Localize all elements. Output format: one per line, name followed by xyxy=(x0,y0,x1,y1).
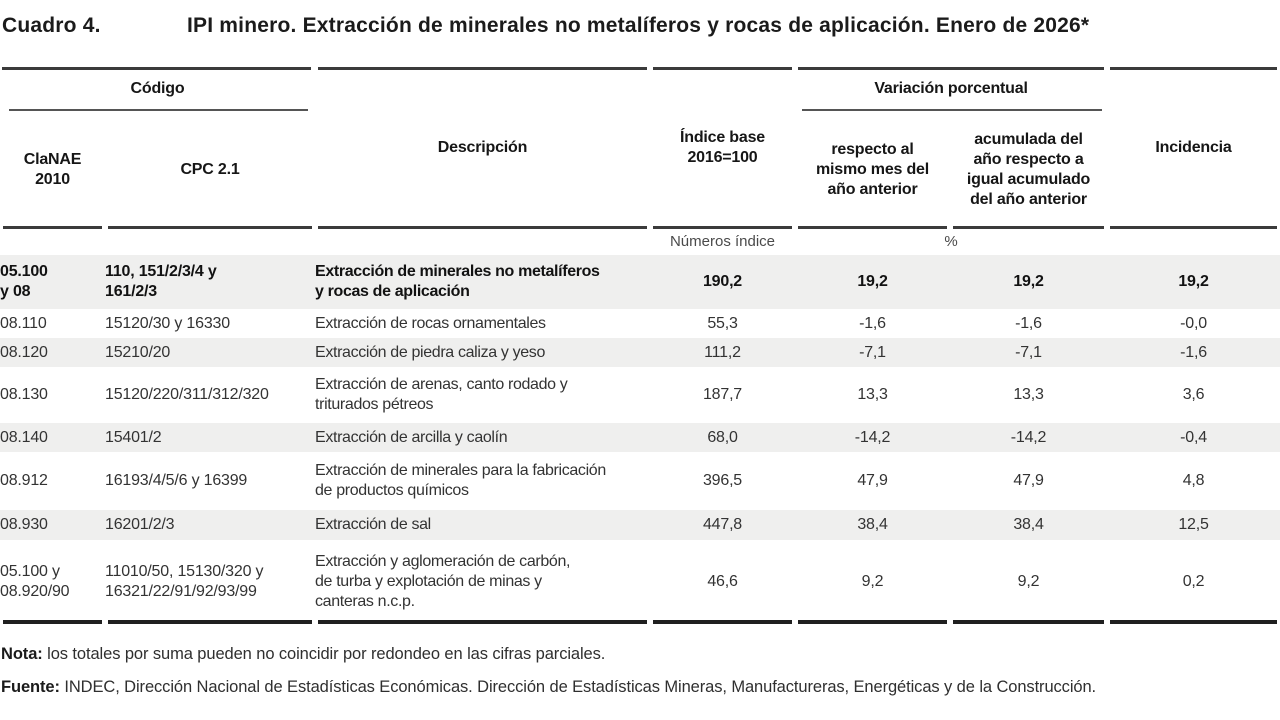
cell-var-acumulada: 9,2 xyxy=(950,540,1108,624)
col-header-indice-base: Índice base 2016=100 xyxy=(650,67,795,229)
cell-clanae: 08.130 xyxy=(0,386,48,403)
cell-descripcion: Extracción de piedra caliza y yeso xyxy=(315,343,545,361)
cell-descripcion: Extracción de arcilla y caolín xyxy=(315,428,508,446)
table-row: 08.120 15210/20 Extracción de piedra cal… xyxy=(0,338,1280,367)
cell-var-mensual: 13,3 xyxy=(857,386,888,403)
table-row-total: 05.100 y 08 110, 151/2/3/4 y 161/2/3 Ext… xyxy=(0,255,1280,309)
cell-incidencia: -1,6 xyxy=(1180,343,1207,361)
cell-cpc: 15210/20 xyxy=(105,343,171,361)
cell-var-acumulada: 19,2 xyxy=(1013,273,1044,290)
units-empty xyxy=(0,229,650,255)
table-number-label: Cuadro 4. xyxy=(2,14,101,37)
ipi-minero-table: Código Descripción Índice base 2016=100 … xyxy=(0,67,1280,624)
cell-clanae: 08.140 xyxy=(0,428,48,446)
table-row: 08.130 15120/220/311/312/320 Extracción … xyxy=(0,367,1280,423)
cell-indice: 68,0 xyxy=(707,428,738,446)
cell-clanae: 08.110 xyxy=(0,314,47,332)
table-row: 08.140 15401/2 Extracción de arcilla y c… xyxy=(0,423,1280,452)
cell-descripcion: Extracción de minerales para la fabricac… xyxy=(315,462,606,499)
note-text: los totales por suma pueden no coincidir… xyxy=(42,645,606,663)
cell-incidencia: -0,0 xyxy=(1180,314,1207,332)
cell-indice: 190,2 xyxy=(702,273,743,290)
cell-descripcion: Extracción de rocas ornamentales xyxy=(315,314,546,332)
cell-cpc: 15120/220/311/312/320 xyxy=(105,386,269,403)
group-header-row: Código Descripción Índice base 2016=100 … xyxy=(0,67,1280,229)
cell-clanae: 08.930 xyxy=(0,516,48,533)
cell-var-acumulada: -1,6 xyxy=(1015,314,1042,332)
table-title: Cuadro 4. IPI minero. Extracción de mine… xyxy=(0,14,1280,40)
col-header-incidencia: Incidencia xyxy=(1107,67,1280,229)
cell-var-mensual: 19,2 xyxy=(857,273,888,290)
cell-descripcion: Extracción de arenas, canto rodado y tri… xyxy=(315,376,568,413)
cell-clanae: 05.100 y 08 xyxy=(0,263,48,300)
col-header-var-mensual: respecto al mismo mes del año anterior xyxy=(795,111,950,229)
cell-cpc: 16193/4/5/6 y 16399 xyxy=(105,472,248,489)
cell-var-acumulada: 38,4 xyxy=(1013,516,1044,533)
units-percent: % xyxy=(944,233,958,250)
cell-var-acumulada: 13,3 xyxy=(1013,386,1044,403)
units-empty xyxy=(1107,229,1280,255)
cell-var-mensual: 47,9 xyxy=(857,472,888,489)
cell-cpc: 11010/50, 15130/320 y 16321/22/91/92/93/… xyxy=(105,540,315,624)
table-row: 08.930 16201/2/3 Extracción de sal 447,8… xyxy=(0,510,1280,540)
table-row: 08.912 16193/4/5/6 y 16399 Extracción de… xyxy=(0,452,1280,510)
cell-indice: 396,5 xyxy=(702,472,743,489)
cell-incidencia: 0,2 xyxy=(1107,540,1280,624)
cell-incidencia: 3,6 xyxy=(1182,386,1205,403)
cell-var-acumulada: -7,1 xyxy=(1015,343,1042,361)
table-row: 05.100 y 08.920/90 11010/50, 15130/320 y… xyxy=(0,540,1280,624)
table-row: 08.110 15120/30 y 16330 Extracción de ro… xyxy=(0,309,1280,338)
col-header-descripcion: Descripción xyxy=(315,67,650,229)
cell-cpc: 16201/2/3 xyxy=(105,516,175,533)
cell-indice: 187,7 xyxy=(702,386,743,403)
cell-descripcion: Extracción de sal xyxy=(315,516,431,533)
cell-var-acumulada: 47,9 xyxy=(1013,472,1044,489)
col-header-var-acumulada: acumulada del año respecto a igual acumu… xyxy=(950,111,1108,229)
note-line: Nota: los totales por suma pueden no coi… xyxy=(0,644,1280,664)
cell-clanae: 05.100 y 08.920/90 xyxy=(0,540,105,624)
cell-cpc: 15401/2 xyxy=(105,428,162,446)
cell-descripcion: Extracción y aglomeración de carbón, de … xyxy=(315,540,650,624)
cell-incidencia: 4,8 xyxy=(1182,472,1205,489)
table-title-text: IPI minero. Extracción de minerales no m… xyxy=(187,14,1090,37)
cell-descripcion: Extracción de minerales no metalíferos y… xyxy=(315,263,600,300)
cell-var-acumulada: -14,2 xyxy=(1010,428,1047,446)
units-row: Números índice % xyxy=(0,229,1280,255)
cell-var-mensual: -14,2 xyxy=(854,428,891,446)
cell-incidencia: 12,5 xyxy=(1178,516,1209,533)
col-header-cpc: CPC 2.1 xyxy=(105,111,315,229)
col-group-codigo: Código xyxy=(0,67,315,111)
cell-clanae: 08.120 xyxy=(0,343,48,361)
cell-var-mensual: -7,1 xyxy=(859,343,886,361)
cell-indice: 447,8 xyxy=(702,516,743,533)
cell-var-mensual: -1,6 xyxy=(859,314,886,332)
cell-incidencia: -0,4 xyxy=(1180,428,1207,446)
cell-var-mensual: 38,4 xyxy=(857,516,888,533)
cell-cpc: 15120/30 y 16330 xyxy=(105,314,230,332)
units-numeros-indice: Números índice xyxy=(669,233,776,250)
source-text: INDEC, Dirección Nacional de Estadística… xyxy=(59,678,1097,696)
column-header-row: ClaNAE 2010 CPC 2.1 respecto al mismo me… xyxy=(0,111,1280,229)
col-header-clanae: ClaNAE 2010 xyxy=(0,111,105,229)
cell-indice: 46,6 xyxy=(650,540,795,624)
cell-clanae: 08.912 xyxy=(0,472,48,489)
col-group-variacion: Variación porcentual xyxy=(795,67,1108,111)
source-line: Fuente: INDEC, Dirección Nacional de Est… xyxy=(0,677,1280,697)
cell-cpc: 110, 151/2/3/4 y 161/2/3 xyxy=(105,263,217,300)
cell-indice: 111,2 xyxy=(704,343,741,361)
cell-var-mensual: 9,2 xyxy=(795,540,950,624)
cell-indice: 55,3 xyxy=(707,314,738,332)
note-label: Nota: xyxy=(1,645,43,663)
cell-incidencia: 19,2 xyxy=(1178,273,1209,290)
source-label: Fuente: xyxy=(1,678,60,696)
